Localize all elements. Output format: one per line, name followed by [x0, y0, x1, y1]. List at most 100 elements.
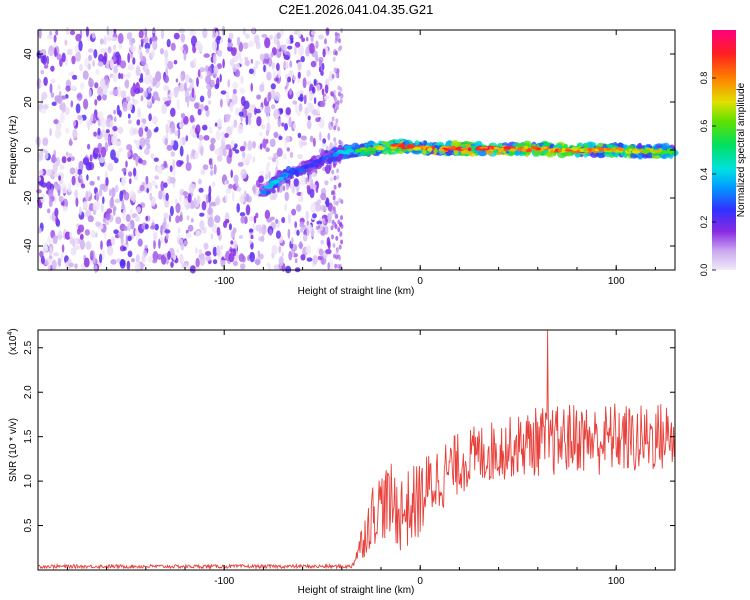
noise-speckle [64, 231, 71, 240]
noise-speckle [297, 132, 302, 139]
noise-speckle [135, 82, 140, 91]
noise-speckle [42, 137, 49, 147]
noise-speckle [49, 128, 52, 137]
noise-speckle [54, 128, 62, 139]
noise-speckle [189, 28, 194, 37]
noise-speckle [106, 36, 112, 42]
noise-speckle [93, 49, 98, 59]
noise-speckle [167, 250, 171, 260]
noise-speckle [294, 258, 298, 264]
y-tick-label: -40 [23, 238, 34, 253]
noise-speckle [338, 139, 342, 145]
noise-speckle [194, 247, 198, 254]
noise-speckle [139, 137, 146, 148]
noise-speckle [151, 49, 156, 58]
x-tick-label: 0 [417, 576, 423, 587]
noise-speckle [195, 230, 201, 237]
noise-speckle [127, 250, 133, 258]
noise-speckle [302, 77, 307, 89]
noise-speckle [98, 53, 104, 63]
noise-speckle [335, 213, 339, 219]
noise-speckle [60, 252, 64, 262]
noise-speckle [50, 65, 55, 72]
trace-core [321, 156, 327, 161]
noise-speckle [213, 164, 217, 175]
noise-speckle [163, 217, 167, 227]
noise-speckle [320, 204, 327, 212]
noise-speckle [175, 78, 179, 83]
noise-speckle [131, 258, 135, 263]
noise-speckle [333, 175, 337, 181]
noise-speckle [133, 139, 138, 144]
noise-speckle [229, 59, 235, 67]
noise-speckle [236, 203, 240, 213]
noise-speckle [233, 174, 239, 184]
noise-speckle [106, 208, 113, 215]
noise-speckle [333, 137, 337, 143]
noise-speckle [97, 111, 104, 120]
noise-speckle [306, 37, 309, 42]
noise-speckle [288, 251, 293, 261]
noise-speckle [283, 61, 289, 70]
noise-speckle [87, 143, 91, 150]
noise-speckle [309, 188, 315, 199]
noise-speckle [300, 135, 307, 140]
noise-speckle [42, 244, 49, 254]
noise-speckle [111, 129, 114, 135]
noise-speckle [281, 122, 285, 127]
noise-speckle [286, 38, 291, 45]
noise-speckle [239, 212, 246, 217]
noise-speckle [336, 168, 340, 174]
noise-speckle [134, 262, 141, 273]
noise-speckle [65, 56, 68, 67]
y-tick-label: 1.5 [23, 429, 34, 443]
noise-speckle [333, 200, 337, 206]
noise-speckle [269, 195, 276, 201]
noise-speckle [208, 202, 212, 214]
noise-speckle [330, 209, 334, 215]
noise-speckle [313, 97, 317, 105]
noise-speckle [290, 237, 294, 245]
noise-speckle [78, 224, 85, 233]
noise-speckle [320, 70, 324, 76]
noise-speckle [140, 73, 144, 81]
noise-speckle [284, 88, 289, 94]
noise-speckle [130, 208, 133, 215]
noise-speckle [185, 135, 189, 142]
noise-speckle [276, 147, 283, 157]
noise-speckle [179, 122, 184, 129]
trace-core [480, 148, 488, 151]
noise-speckle [216, 49, 223, 57]
noise-speckle [228, 32, 234, 40]
noise-speckle [180, 45, 184, 52]
noise-speckle [106, 25, 110, 36]
noise-speckle [57, 230, 63, 241]
noise-speckle [242, 27, 246, 36]
x-tick-label: 100 [608, 576, 625, 587]
noise-speckle [269, 138, 276, 148]
noise-speckle [232, 81, 239, 90]
noise-speckle [67, 182, 72, 193]
y-tick-label: -20 [23, 190, 34, 205]
noise-speckle [326, 236, 331, 247]
noise-speckle [235, 181, 239, 188]
noise-speckle [224, 133, 229, 138]
noise-speckle [289, 89, 292, 96]
noise-speckle [88, 189, 91, 197]
trace-core [632, 150, 641, 154]
noise-speckle [270, 52, 274, 58]
noise-speckle [171, 124, 176, 134]
noise-speckle [119, 190, 124, 202]
noise-speckle [132, 128, 138, 135]
noise-speckle [259, 170, 265, 176]
noise-speckle [248, 68, 254, 75]
noise-speckle [242, 42, 249, 50]
noise-speckle [259, 224, 262, 234]
noise-speckle [310, 30, 316, 36]
noise-speckle [130, 86, 136, 97]
noise-speckle [145, 175, 149, 185]
noise-speckle [100, 146, 107, 158]
trace-core [279, 173, 288, 177]
noise-speckle [49, 246, 53, 257]
noise-speckle [329, 176, 334, 182]
